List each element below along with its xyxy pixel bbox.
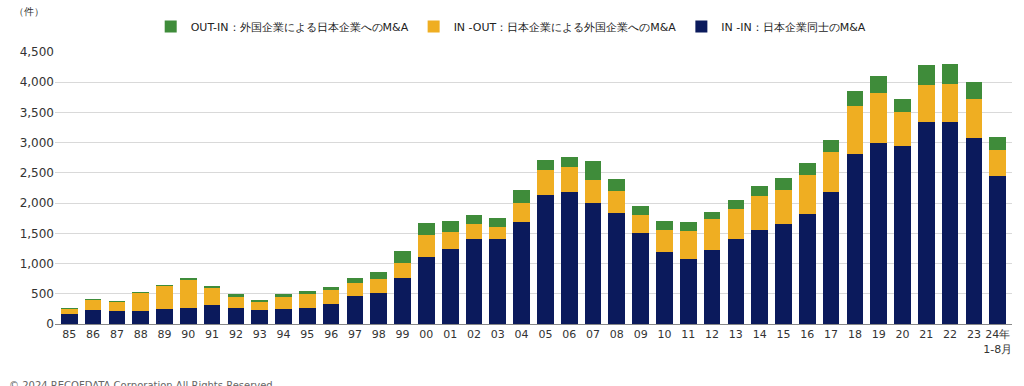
svg-text:1,000: 1,000 <box>20 257 54 271</box>
svg-text:88: 88 <box>134 328 148 341</box>
svg-text:1,500: 1,500 <box>20 227 54 241</box>
svg-text:87: 87 <box>110 328 124 341</box>
svg-text:06: 06 <box>562 328 576 341</box>
svg-text:0: 0 <box>46 317 54 331</box>
svg-text:00: 00 <box>419 328 433 341</box>
svg-text:2,500: 2,500 <box>20 166 54 180</box>
svg-text:92: 92 <box>229 328 243 341</box>
svg-text:23: 23 <box>967 328 981 341</box>
svg-text:05: 05 <box>538 328 552 341</box>
svg-text:3,000: 3,000 <box>20 136 54 150</box>
svg-text:3,500: 3,500 <box>20 106 54 120</box>
svg-text:03: 03 <box>491 328 505 341</box>
svg-text:15: 15 <box>776 328 790 341</box>
svg-text:85: 85 <box>62 328 76 341</box>
svg-text:04: 04 <box>515 328 529 341</box>
svg-text:4,000: 4,000 <box>20 75 54 89</box>
svg-text:94: 94 <box>277 328 291 341</box>
svg-text:500: 500 <box>31 287 54 301</box>
svg-text:19: 19 <box>872 328 886 341</box>
svg-text:17: 17 <box>824 328 838 341</box>
svg-text:16: 16 <box>800 328 814 341</box>
svg-text:97: 97 <box>348 328 362 341</box>
svg-text:86: 86 <box>86 328 100 341</box>
svg-text:14: 14 <box>753 328 767 341</box>
svg-text:93: 93 <box>253 328 267 341</box>
svg-text:07: 07 <box>586 328 600 341</box>
svg-text:96: 96 <box>324 328 338 341</box>
svg-text:21: 21 <box>919 328 933 341</box>
svg-text:24年1-8月: 24年1-8月 <box>983 328 1012 355</box>
svg-text:01: 01 <box>443 328 457 341</box>
svg-text:22: 22 <box>943 328 957 341</box>
svg-text:08: 08 <box>610 328 624 341</box>
svg-text:12: 12 <box>705 328 719 341</box>
svg-text:98: 98 <box>372 328 386 341</box>
svg-text:89: 89 <box>158 328 172 341</box>
svg-text:© 2024 RECOFDATA Corporation A: © 2024 RECOFDATA Corporation All Rights … <box>9 380 276 386</box>
svg-text:99: 99 <box>396 328 410 341</box>
svg-text:2,000: 2,000 <box>20 196 54 210</box>
svg-text:09: 09 <box>634 328 648 341</box>
svg-text:13: 13 <box>729 328 743 341</box>
svg-text:02: 02 <box>467 328 481 341</box>
svg-text:91: 91 <box>205 328 219 341</box>
svg-text:11: 11 <box>681 328 695 341</box>
svg-text:90: 90 <box>181 328 195 341</box>
svg-text:OUT-IN：外国企業による日本企業へのM&A: OUT-IN：外国企業による日本企業へのM&A <box>191 21 409 34</box>
svg-text:10: 10 <box>657 328 671 341</box>
svg-text:18: 18 <box>848 328 862 341</box>
svg-text:（件）: （件） <box>14 6 44 17</box>
svg-text:20: 20 <box>895 328 909 341</box>
svg-text:95: 95 <box>300 328 314 341</box>
svg-text:IN -IN：日本企業同士のM&A: IN -IN：日本企業同士のM&A <box>721 21 865 34</box>
svg-text:IN -OUT：日本企業による外国企業へのM&A: IN -OUT：日本企業による外国企業へのM&A <box>454 21 677 34</box>
svg-text:4,500: 4,500 <box>20 45 54 59</box>
